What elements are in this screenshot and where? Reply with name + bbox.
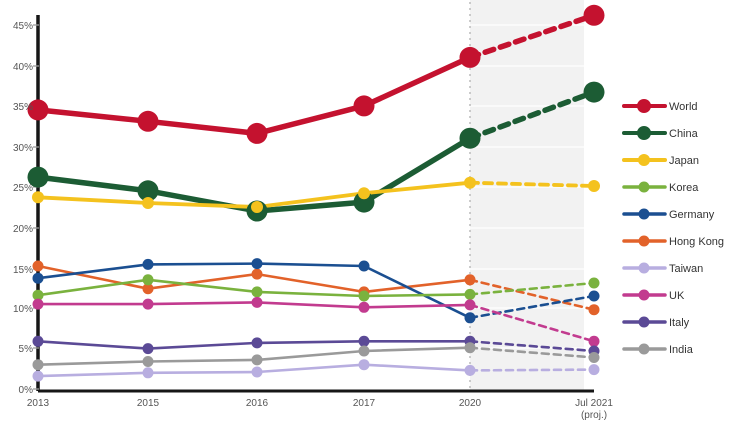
svg-text:35%: 35% xyxy=(13,102,33,113)
svg-text:Taiwan: Taiwan xyxy=(669,263,703,275)
svg-text:2015: 2015 xyxy=(137,398,160,409)
svg-text:India: India xyxy=(669,344,694,356)
svg-text:Korea: Korea xyxy=(669,182,699,194)
svg-text:2013: 2013 xyxy=(27,398,50,409)
svg-text:2020: 2020 xyxy=(459,398,482,409)
svg-text:2017: 2017 xyxy=(353,398,376,409)
svg-text:45%: 45% xyxy=(13,21,33,32)
svg-text:Germany: Germany xyxy=(669,209,715,221)
svg-text:Italy: Italy xyxy=(669,317,690,329)
svg-text:Japan: Japan xyxy=(669,155,699,167)
svg-text:30%: 30% xyxy=(13,143,33,154)
svg-text:World: World xyxy=(669,101,698,113)
svg-text:5%: 5% xyxy=(19,344,34,355)
svg-text:Hong Kong: Hong Kong xyxy=(669,236,724,248)
svg-text:Jul 2021: Jul 2021 xyxy=(575,398,613,409)
svg-text:25%: 25% xyxy=(13,183,33,194)
svg-text:15%: 15% xyxy=(13,265,33,276)
svg-text:(proj.): (proj.) xyxy=(581,410,607,421)
svg-text:UK: UK xyxy=(669,290,685,302)
svg-text:10%: 10% xyxy=(13,304,33,315)
svg-text:China: China xyxy=(669,128,699,140)
svg-text:40%: 40% xyxy=(13,62,33,73)
svg-text:2016: 2016 xyxy=(246,398,269,409)
svg-text:20%: 20% xyxy=(13,224,33,235)
svg-text:0%: 0% xyxy=(19,385,34,396)
